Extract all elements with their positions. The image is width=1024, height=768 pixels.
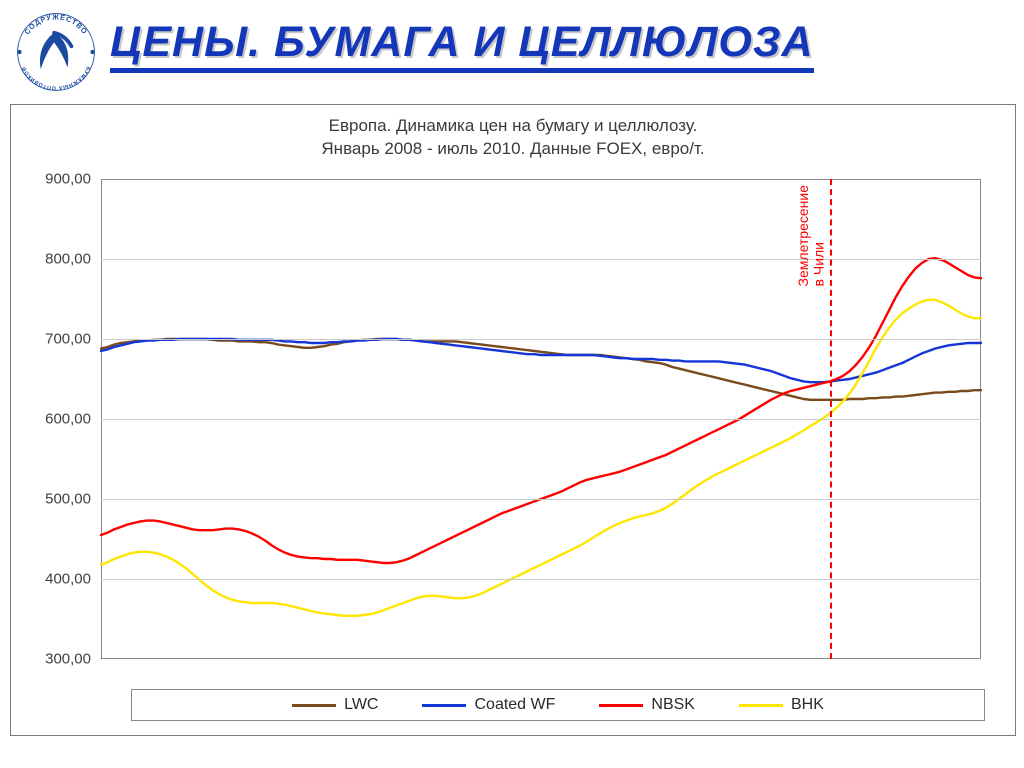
gridline bbox=[101, 419, 981, 420]
legend-swatch bbox=[422, 704, 466, 707]
series-LWC bbox=[101, 339, 981, 400]
chart-title-line1: Европа. Динамика цен на бумагу и целлюло… bbox=[329, 116, 698, 135]
legend-label: Coated WF bbox=[474, 696, 555, 714]
y-tick-label: 500,00 bbox=[11, 491, 101, 508]
legend-label: NBSK bbox=[651, 696, 695, 714]
legend-item: Coated WF bbox=[422, 696, 555, 714]
legend-item: BHK bbox=[739, 696, 824, 714]
gridline bbox=[101, 339, 981, 340]
y-tick-label: 800,00 bbox=[11, 251, 101, 268]
y-tick-label: 900,00 bbox=[11, 171, 101, 188]
gridline bbox=[101, 259, 981, 260]
logo: СОДРУЖЕСТВО БУМАЖНЫХ ОПТОВИКОВ bbox=[8, 4, 104, 100]
legend-label: BHK bbox=[791, 696, 824, 714]
y-tick-label: 400,00 bbox=[11, 571, 101, 588]
series-BHK bbox=[101, 300, 981, 616]
series-NBSK bbox=[101, 258, 981, 563]
y-tick-label: 300,00 bbox=[11, 651, 101, 668]
event-marker-line bbox=[830, 179, 832, 659]
y-tick-label: 600,00 bbox=[11, 411, 101, 428]
chart-title-line2: Январь 2008 - июль 2010. Данные FOEX, ев… bbox=[321, 139, 704, 158]
legend-item: LWC bbox=[292, 696, 378, 714]
event-marker-label: Землетресениев Чили bbox=[796, 185, 827, 286]
chart-title: Европа. Динамика цен на бумагу и целлюло… bbox=[11, 115, 1015, 161]
legend-label: LWC bbox=[344, 696, 378, 714]
legend-swatch bbox=[739, 704, 783, 707]
legend-swatch bbox=[599, 704, 643, 707]
gridline bbox=[101, 499, 981, 500]
legend-swatch bbox=[292, 704, 336, 707]
chart-frame: Европа. Динамика цен на бумагу и целлюло… bbox=[10, 104, 1016, 736]
plot-area: 300,00400,00500,00600,00700,00800,00900,… bbox=[101, 179, 981, 659]
legend: LWC Coated WF NBSK BHK bbox=[131, 689, 985, 721]
slide-title: ЦЕНЫ. БУМАГА И ЦЕЛЛЮЛОЗА bbox=[110, 18, 1014, 67]
gridline bbox=[101, 579, 981, 580]
legend-item: NBSK bbox=[599, 696, 695, 714]
series-Coated WF bbox=[101, 339, 981, 382]
y-tick-label: 700,00 bbox=[11, 331, 101, 348]
